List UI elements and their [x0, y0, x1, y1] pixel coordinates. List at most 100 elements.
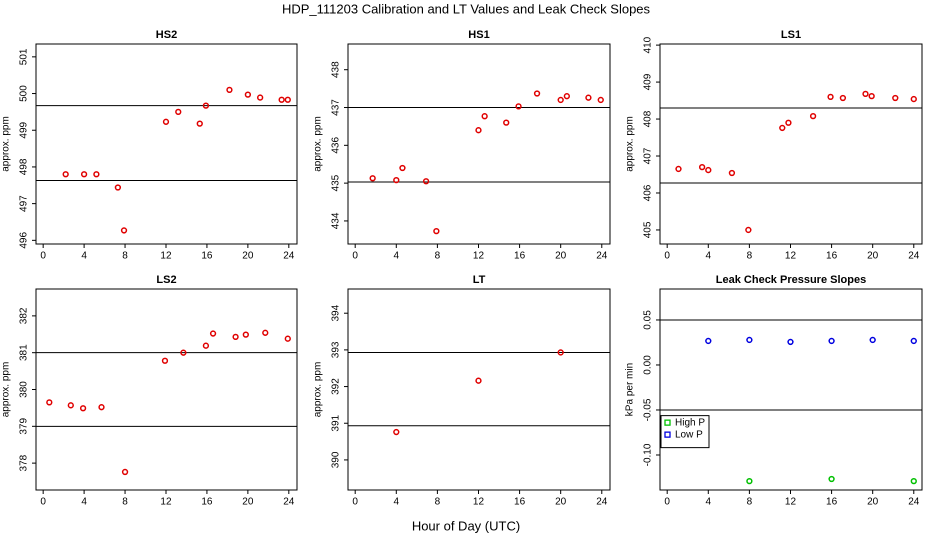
point — [422, 178, 430, 185]
y-tick-label: -0.05 — [643, 398, 654, 421]
y-tick-label: 435 — [331, 174, 342, 191]
x-tick-label: 16 — [514, 497, 526, 508]
point — [698, 163, 706, 171]
plot-frame — [347, 43, 611, 245]
point — [787, 338, 794, 346]
point — [202, 342, 210, 349]
x-tick-label: 12 — [785, 251, 797, 262]
y-axis-label: kPa per min — [625, 363, 636, 416]
panel-title: LS2 — [156, 274, 176, 286]
y-tick-label: 379 — [19, 418, 30, 435]
point — [475, 127, 482, 134]
x-tick-label: 12 — [160, 251, 172, 262]
x-axis-label: Hour of Day (UTC) — [412, 518, 520, 533]
x-tick-label: 8 — [435, 497, 441, 508]
y-axis-label: approx. ppm — [313, 116, 324, 172]
point — [503, 119, 510, 126]
point — [862, 90, 869, 98]
point — [557, 96, 564, 104]
x-tick-label: 4 — [706, 251, 712, 262]
y-tick-label: 410 — [643, 36, 654, 53]
point — [79, 405, 87, 412]
point — [202, 102, 210, 109]
legend-label: High P — [675, 417, 705, 428]
point — [910, 95, 917, 103]
panel-title: LS1 — [781, 29, 801, 41]
y-axis-label: approx. ppm — [625, 116, 636, 172]
x-tick-label: 0 — [664, 497, 670, 508]
x-tick-label: 4 — [81, 251, 87, 262]
point — [67, 402, 74, 409]
point — [809, 112, 817, 120]
legend-marker — [664, 431, 671, 438]
point — [369, 175, 376, 182]
point — [828, 475, 835, 483]
point — [114, 184, 122, 191]
x-tick-label: 16 — [826, 497, 838, 508]
point — [533, 90, 541, 97]
x-tick-label: 12 — [785, 497, 797, 508]
x-tick-label: 24 — [908, 497, 920, 508]
point — [399, 164, 406, 172]
point — [746, 336, 753, 344]
y-tick-label: 391 — [331, 414, 342, 431]
y-axis-label: approx. ppm — [313, 362, 324, 418]
point — [120, 227, 128, 234]
y-tick-label: 382 — [19, 307, 30, 324]
x-tick-label: 20 — [867, 497, 879, 508]
chart-title: HDP_111203 Calibration and LT Values and… — [282, 1, 651, 16]
x-tick-label: 12 — [473, 497, 485, 508]
plot-frame — [659, 43, 923, 245]
x-tick-label: 4 — [81, 497, 87, 508]
point — [910, 337, 917, 345]
x-tick-label: 20 — [242, 497, 254, 508]
point — [557, 349, 564, 356]
point — [232, 333, 239, 341]
point — [98, 404, 105, 411]
y-tick-label: 434 — [331, 212, 342, 229]
point — [892, 94, 899, 102]
legend-box — [660, 415, 710, 449]
y-tick-label: 381 — [19, 344, 30, 361]
point — [585, 94, 592, 101]
point — [257, 94, 264, 101]
y-axis-label: approx. ppm — [1, 362, 12, 418]
y-tick-label: 501 — [19, 48, 30, 65]
point — [475, 377, 482, 384]
point — [80, 171, 88, 178]
x-tick-label: 8 — [122, 251, 128, 262]
point — [175, 108, 182, 116]
point — [393, 176, 400, 184]
point — [515, 103, 522, 110]
point — [284, 96, 291, 103]
y-tick-label: 380 — [19, 381, 30, 398]
legend-label: Low P — [675, 429, 703, 440]
x-tick-label: 4 — [706, 497, 712, 508]
y-tick-label: 407 — [643, 147, 654, 164]
point — [827, 93, 834, 101]
x-tick-label: 8 — [747, 497, 753, 508]
x-tick-label: 0 — [40, 497, 46, 508]
x-tick-label: 12 — [473, 251, 485, 262]
y-tick-label: 390 — [331, 451, 342, 468]
y-tick-label: 0.05 — [643, 310, 654, 330]
point — [161, 357, 169, 364]
y-tick-label: 409 — [643, 73, 654, 90]
y-tick-label: 408 — [643, 110, 654, 127]
panel-title: Leak Check Pressure Slopes — [716, 274, 866, 286]
point — [284, 335, 291, 342]
x-tick-label: 24 — [283, 251, 295, 262]
x-tick-label: 0 — [352, 251, 358, 262]
y-tick-label: 0.00 — [643, 355, 654, 375]
y-tick-label: 437 — [331, 99, 342, 116]
x-tick-label: 4 — [394, 497, 400, 508]
x-tick-label: 24 — [596, 251, 608, 262]
x-tick-label: 24 — [596, 497, 608, 508]
y-axis-label: approx. ppm — [1, 116, 12, 172]
y-tick-label: 496 — [19, 232, 30, 249]
panel-title: HS2 — [156, 29, 177, 41]
point — [481, 113, 488, 120]
point — [180, 349, 187, 356]
y-tick-label: 497 — [19, 195, 30, 212]
